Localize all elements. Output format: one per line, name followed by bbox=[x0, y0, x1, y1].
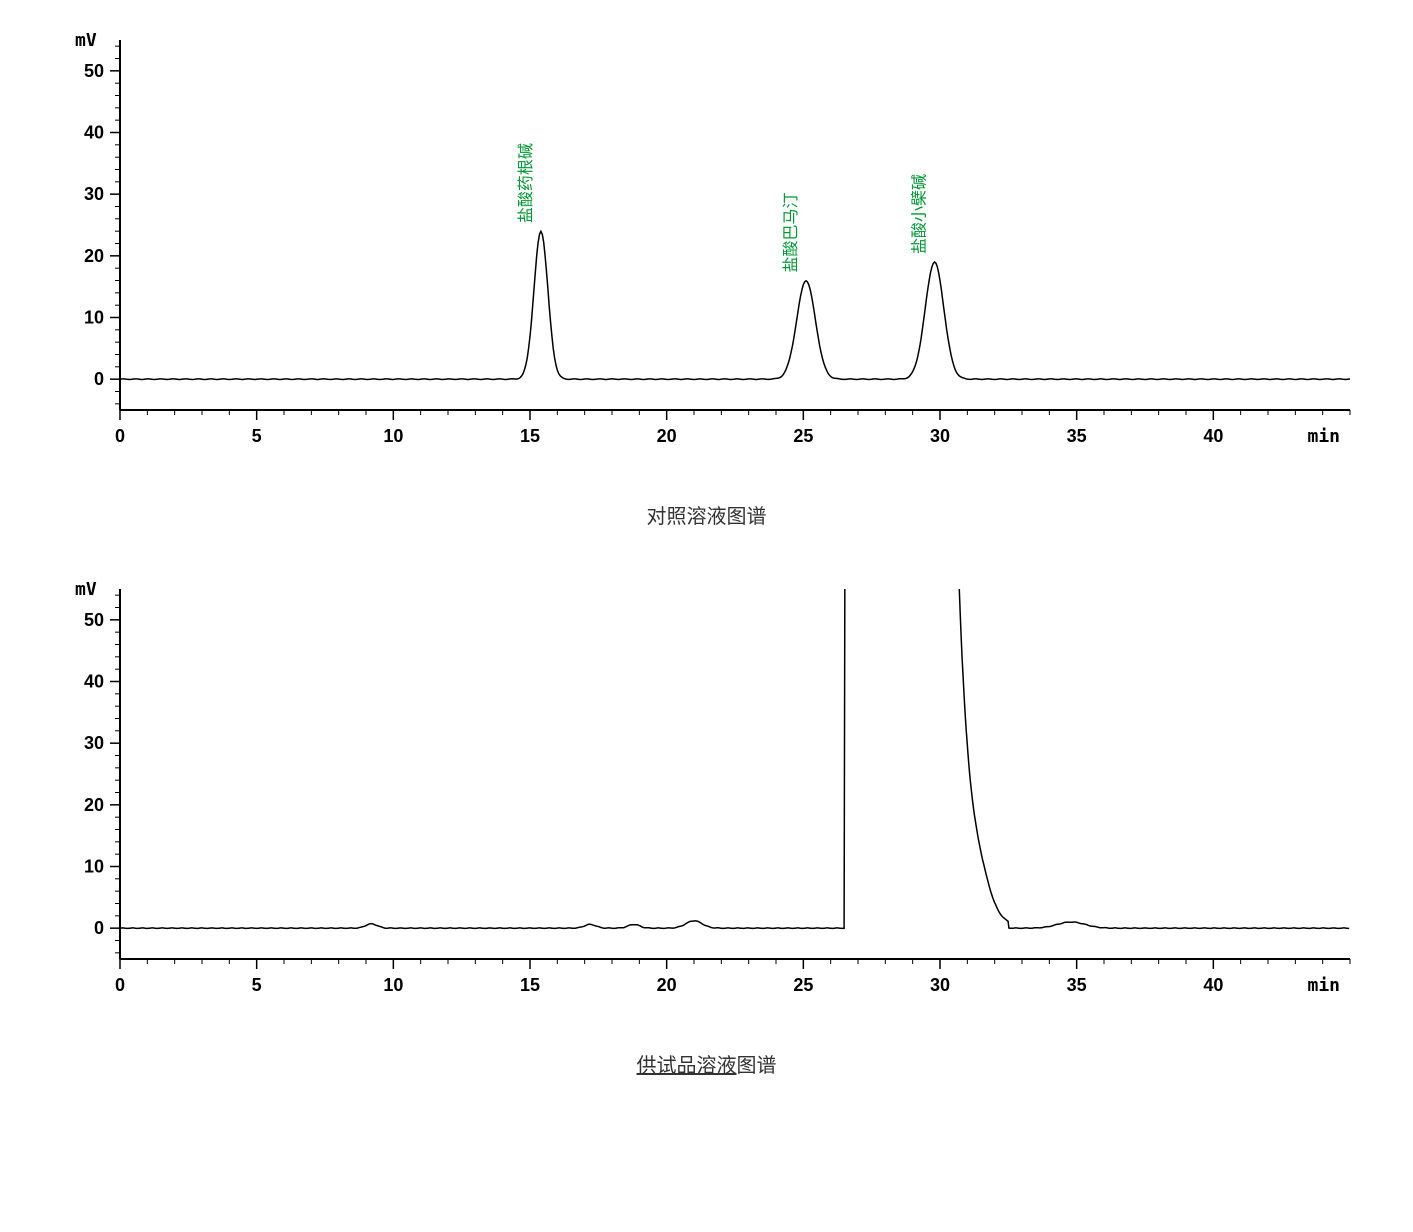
svg-text:30: 30 bbox=[84, 184, 104, 204]
svg-text:40: 40 bbox=[1203, 426, 1223, 446]
svg-text:mV: mV bbox=[75, 579, 97, 600]
svg-text:盐酸小檗碱: 盐酸小檗碱 bbox=[911, 174, 929, 254]
svg-text:35: 35 bbox=[1067, 975, 1087, 995]
svg-text:20: 20 bbox=[657, 975, 677, 995]
reference-chromatogram: 0 10 20 30 40 50 mV 0 5 10 15 20 25 30 35 40 min 盐酸药根碱盐酸巴… bbox=[20, 20, 1393, 529]
sample-chromatogram: 0 10 20 30 40 50 mV 0 5 10 15 20 25 30 35 40 min 供试品溶液图谱 bbox=[20, 569, 1393, 1078]
svg-text:40: 40 bbox=[84, 123, 104, 143]
svg-text:25: 25 bbox=[793, 975, 813, 995]
svg-text:30: 30 bbox=[930, 426, 950, 446]
svg-text:0: 0 bbox=[115, 426, 125, 446]
svg-text:min: min bbox=[1307, 975, 1340, 996]
svg-text:0: 0 bbox=[94, 918, 104, 938]
chart1-plot: 0 10 20 30 40 50 mV 0 5 10 15 20 25 30 35 40 min 盐酸药根碱盐酸巴… bbox=[20, 20, 1390, 490]
svg-text:10: 10 bbox=[383, 975, 403, 995]
svg-text:10: 10 bbox=[383, 426, 403, 446]
svg-text:30: 30 bbox=[84, 733, 104, 753]
svg-text:20: 20 bbox=[84, 795, 104, 815]
svg-text:50: 50 bbox=[84, 61, 104, 81]
svg-text:盐酸巴马汀: 盐酸巴马汀 bbox=[782, 192, 800, 272]
svg-text:30: 30 bbox=[930, 975, 950, 995]
chart2-caption-underlined: 供试品溶液 bbox=[637, 1055, 737, 1077]
svg-text:35: 35 bbox=[1067, 426, 1087, 446]
svg-text:10: 10 bbox=[84, 308, 104, 328]
svg-text:0: 0 bbox=[115, 975, 125, 995]
svg-text:20: 20 bbox=[657, 426, 677, 446]
svg-text:min: min bbox=[1307, 426, 1340, 447]
svg-text:5: 5 bbox=[252, 426, 262, 446]
svg-text:盐酸药根碱: 盐酸药根碱 bbox=[517, 143, 535, 223]
chart2-plot: 0 10 20 30 40 50 mV 0 5 10 15 20 25 30 35 40 min bbox=[20, 569, 1390, 1039]
chart2-caption-rest: 图谱 bbox=[737, 1055, 777, 1077]
svg-text:0: 0 bbox=[94, 369, 104, 389]
svg-text:40: 40 bbox=[1203, 975, 1223, 995]
chart2-caption: 供试品溶液图谱 bbox=[20, 1049, 1393, 1078]
svg-text:15: 15 bbox=[520, 975, 540, 995]
svg-text:25: 25 bbox=[793, 426, 813, 446]
chart1-caption: 对照溶液图谱 bbox=[20, 500, 1393, 529]
svg-text:10: 10 bbox=[84, 857, 104, 877]
svg-text:5: 5 bbox=[252, 975, 262, 995]
svg-text:50: 50 bbox=[84, 610, 104, 630]
svg-text:40: 40 bbox=[84, 672, 104, 692]
svg-text:20: 20 bbox=[84, 246, 104, 266]
svg-text:mV: mV bbox=[75, 30, 97, 51]
svg-text:15: 15 bbox=[520, 426, 540, 446]
